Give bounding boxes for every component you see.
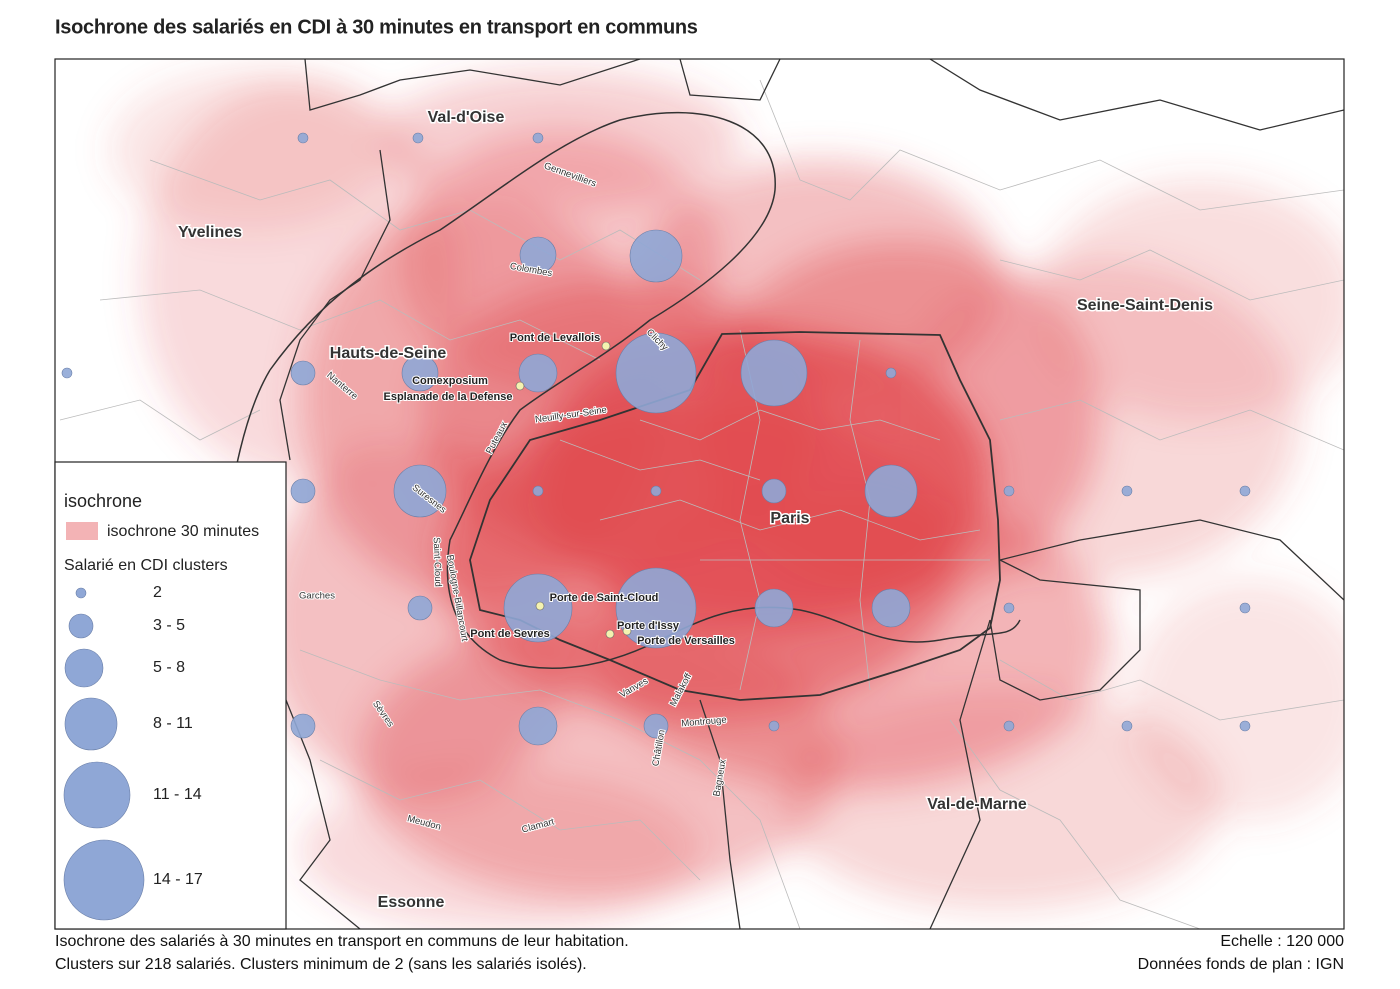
place-label: Comexposium bbox=[412, 375, 488, 387]
isochrone-blob bbox=[780, 690, 1220, 910]
isochrone-blob bbox=[640, 160, 1000, 400]
legend-symbol bbox=[68, 613, 94, 639]
clusters bbox=[61, 132, 1251, 746]
cluster-circle bbox=[393, 464, 447, 518]
legend-classes: 2 3 - 5 5 - 8 8 - 11 11 - 14 14 - 17 bbox=[63, 584, 203, 921]
isochrone-blob bbox=[300, 770, 700, 929]
legend-class-label: 5 - 8 bbox=[153, 659, 185, 676]
cluster-circle bbox=[871, 588, 911, 628]
cluster-circle bbox=[290, 360, 316, 386]
cluster-circle bbox=[297, 132, 309, 144]
paris-boundary bbox=[469, 331, 1001, 701]
legend-swatch bbox=[66, 522, 98, 540]
legend-symbol bbox=[64, 697, 118, 751]
legend-symbol bbox=[64, 648, 104, 688]
department-boundaries bbox=[279, 59, 1344, 929]
place-label: Esplanade de la Defense bbox=[384, 391, 513, 403]
place-marker bbox=[601, 341, 611, 351]
map-title: Isochrone des salariés en CDI à 30 minut… bbox=[55, 16, 698, 38]
cluster-circle bbox=[61, 367, 73, 379]
cluster-circle bbox=[518, 706, 558, 746]
cluster-circle bbox=[740, 339, 808, 407]
cluster-circle bbox=[290, 713, 316, 739]
commune-label: Garches bbox=[299, 591, 335, 602]
place-marker bbox=[515, 381, 525, 391]
legend-symbol bbox=[63, 839, 145, 921]
cluster-circle bbox=[532, 132, 544, 144]
cluster-circle bbox=[615, 567, 697, 649]
department-label: Seine-Saint-Denis bbox=[1077, 297, 1213, 314]
cluster-circle bbox=[1239, 602, 1251, 614]
legend-class-label: 2 bbox=[153, 584, 162, 601]
legend-class-label: 3 - 5 bbox=[153, 617, 185, 634]
legend-title: isochrone bbox=[64, 491, 142, 511]
cluster-circle bbox=[885, 367, 897, 379]
cluster-circle bbox=[629, 229, 683, 283]
cluster-circle bbox=[401, 354, 439, 392]
cluster-circle bbox=[1003, 485, 1015, 497]
isochrone-blob bbox=[380, 70, 740, 210]
place-label: Pont de Sevres bbox=[470, 628, 549, 640]
cluster-circle bbox=[532, 485, 544, 497]
legend-class-label: 14 - 17 bbox=[153, 871, 203, 888]
cluster-circle bbox=[864, 464, 918, 518]
commune-label: Saint-Cloud bbox=[431, 537, 444, 587]
cluster-circle bbox=[643, 713, 669, 739]
place-label: Porte de Saint-Cloud bbox=[550, 592, 659, 604]
legend-class-label: 8 - 11 bbox=[153, 715, 193, 732]
cluster-circle bbox=[290, 478, 316, 504]
isochrone-blob bbox=[1130, 580, 1344, 820]
cluster-circle bbox=[754, 588, 794, 628]
scale: Echelle : 120 000 bbox=[1220, 933, 1344, 950]
department-label: Essonne bbox=[378, 894, 445, 911]
cluster-circle bbox=[407, 595, 433, 621]
isochrone-blob bbox=[110, 70, 390, 230]
cluster-circle bbox=[615, 332, 697, 414]
department-label: Yvelines bbox=[178, 224, 242, 241]
map: Val-d'Oise Yvelines Hauts-de-Seine Seine-Sa… bbox=[55, 59, 1344, 929]
cluster-circle bbox=[768, 720, 780, 732]
isochrone-area bbox=[110, 70, 1344, 929]
footer-note: Clusters sur 218 salariés. Clusters mini… bbox=[55, 956, 587, 973]
cluster-circle bbox=[761, 478, 787, 504]
legend: isochrone isochrone 30 minutes Salarié e… bbox=[54, 461, 287, 930]
department-label: Hauts-de-Seine bbox=[330, 345, 447, 362]
commune-label: Montrouge bbox=[681, 715, 727, 730]
place-marker bbox=[605, 629, 615, 639]
cluster-circle bbox=[1239, 485, 1251, 497]
cluster-circle bbox=[1121, 720, 1133, 732]
cluster-circle bbox=[518, 353, 558, 393]
commune-boundaries bbox=[59, 79, 1344, 929]
cluster-circle bbox=[650, 485, 662, 497]
department-label: Val-d'Oise bbox=[428, 109, 505, 126]
place-label: Pont de Levallois bbox=[510, 332, 600, 344]
legend-symbol bbox=[63, 761, 131, 829]
cluster-circle bbox=[1003, 720, 1015, 732]
place-marker bbox=[535, 601, 545, 611]
legend-symbol bbox=[75, 587, 87, 599]
place-label: Porte de Versailles bbox=[637, 635, 735, 647]
cluster-circle bbox=[1239, 720, 1251, 732]
legend-class-label: 11 - 14 bbox=[153, 786, 202, 803]
cluster-circle bbox=[1121, 485, 1133, 497]
department-label: Val-de-Marne bbox=[927, 796, 1027, 813]
department-label: Paris bbox=[770, 510, 809, 527]
footer-note: Isochrone des salariés à 30 minutes en t… bbox=[55, 933, 629, 950]
cluster-circle bbox=[519, 236, 557, 274]
isochrone-blob bbox=[1040, 180, 1344, 420]
source: Données fonds de plan : IGN bbox=[1138, 956, 1344, 973]
legend-subtitle: Salarié en CDI clusters bbox=[64, 557, 228, 574]
place-marker bbox=[622, 626, 632, 636]
cluster-circle bbox=[1003, 602, 1015, 614]
place-label: Porte d'Issy bbox=[617, 620, 680, 632]
cluster-circle bbox=[412, 132, 424, 144]
legend-item: isochrone 30 minutes bbox=[107, 523, 259, 540]
